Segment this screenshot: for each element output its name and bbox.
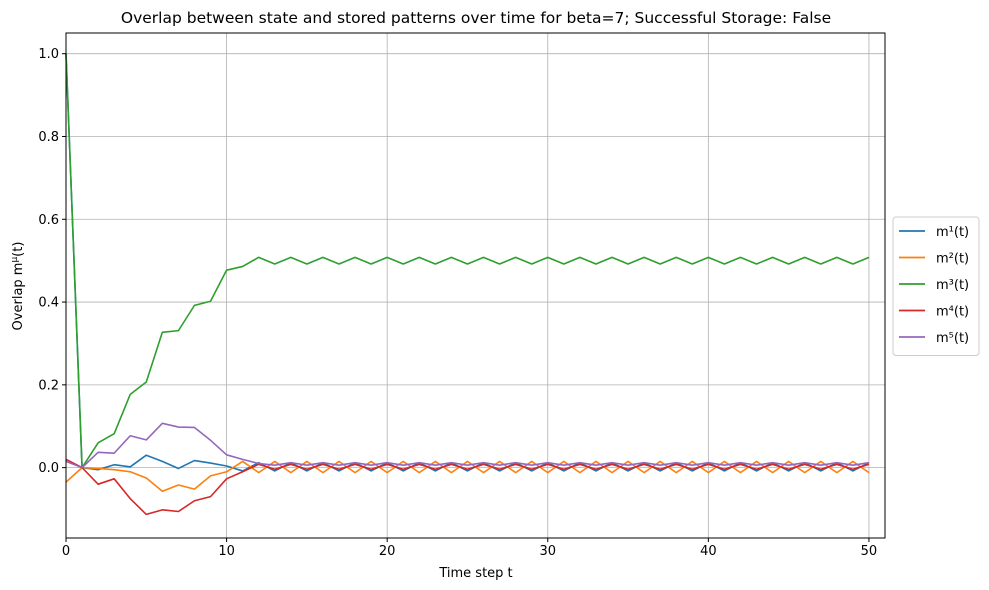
x-tick-label: 10	[218, 544, 235, 559]
y-axis-label-main: Overlap m	[11, 263, 26, 331]
y-tick-label: 1.0	[38, 47, 59, 62]
series-lines	[65, 53, 870, 516]
series-line-m3	[65, 53, 870, 469]
x-tick-label: 0	[62, 544, 70, 559]
legend-entry: m²(t)	[936, 252, 969, 267]
axis-ticks: 0 10 20 30 40 50 0.0 0.2 0.4 0.6 0.8 1.0	[38, 47, 877, 559]
grid	[65, 33, 885, 538]
legend: m¹(t) m²(t) m³(t) m⁴(t) m⁵(t)	[892, 216, 980, 356]
series-line-m2	[65, 460, 870, 493]
plot-frame	[65, 32, 886, 539]
x-axis-label: Time step t	[438, 566, 512, 581]
legend-entry: m⁴(t)	[936, 305, 969, 320]
x-tick-label: 30	[539, 544, 556, 559]
x-tick-label: 40	[700, 544, 717, 559]
legend-entry: m³(t)	[936, 278, 969, 293]
y-tick-label: 0.4	[38, 296, 59, 311]
y-tick-label: 0.6	[38, 213, 59, 228]
y-axis-label: Overlap mμ(t)	[10, 242, 26, 331]
y-tick-label: 0.8	[38, 130, 59, 145]
legend-entry: m¹(t)	[936, 225, 969, 240]
series-line-m5	[65, 422, 870, 469]
x-tick-label: 20	[379, 544, 396, 559]
y-tick-label: 0.2	[38, 378, 59, 393]
series-line-m4	[65, 458, 870, 516]
legend-box	[892, 216, 980, 356]
chart-title: Overlap between state and stored pattern…	[121, 9, 831, 27]
legend-entry: m⁵(t)	[936, 331, 969, 346]
x-tick-label: 50	[861, 544, 878, 559]
y-axis-label-tail: (t)	[11, 242, 26, 257]
y-tick-label: 0.0	[38, 461, 59, 476]
y-axis-label-superscript: μ	[10, 257, 20, 263]
